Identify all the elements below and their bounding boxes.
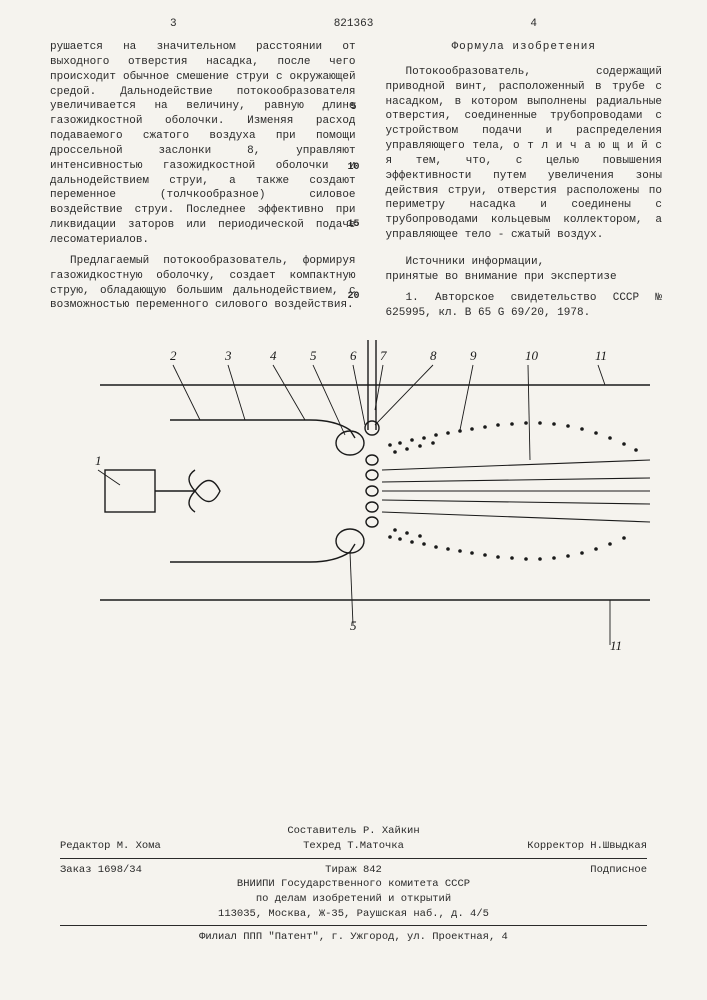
sources-title: Источники информации,принятые во внимани…	[386, 255, 662, 285]
svg-text:2: 2	[170, 348, 177, 363]
technical-figure: 1 2 3 4 5 6 7 8 9 10 11 5 11	[50, 330, 660, 680]
page-number-left: 3	[170, 18, 177, 30]
svg-text:11: 11	[610, 638, 622, 653]
svg-text:3: 3	[224, 348, 232, 363]
svg-text:1: 1	[95, 453, 102, 468]
left-column: рушается на значительном расстоянии от в…	[50, 40, 356, 326]
source-reference-1: 1. Авторское свидетельство СССР № 625995…	[386, 291, 662, 321]
svg-text:9: 9	[470, 348, 477, 363]
tirazh: Тираж 842	[256, 863, 452, 878]
editor: Редактор М. Хома	[60, 839, 256, 854]
left-paragraph-1: рушается на значительном расстоянии от в…	[50, 40, 356, 248]
order-number: Заказ 1698/34	[60, 863, 256, 878]
editorial-line: Редактор М. Хома Техред Т.Маточка Коррек…	[60, 839, 647, 854]
compiler-line: Составитель Р. Хайкин	[60, 824, 647, 839]
subscription: Подписное	[451, 863, 647, 878]
imprint-footer: Составитель Р. Хайкин Редактор М. Хома Т…	[60, 824, 647, 945]
left-paragraph-2: Предлагаемый потокообразователь, формиру…	[50, 254, 356, 313]
org-line-1: ВНИИПИ Государственного комитета СССР	[60, 877, 647, 892]
footer-rule-2	[60, 925, 647, 926]
svg-text:10: 10	[525, 348, 539, 363]
svg-text:4: 4	[270, 348, 277, 363]
order-line: Заказ 1698/34 Тираж 842 Подписное	[60, 863, 647, 878]
svg-text:5: 5	[310, 348, 317, 363]
text-columns: рушается на значительном расстоянии от в…	[50, 40, 662, 326]
svg-text:11: 11	[595, 348, 607, 363]
svg-text:7: 7	[380, 348, 387, 363]
claim-text: Потокообразователь, содержащий приводной…	[386, 65, 662, 243]
org-address: 113035, Москва, Ж-35, Раушская наб., д. …	[60, 907, 647, 922]
branch-line: Филиал ППП "Патент", г. Ужгород, ул. Про…	[60, 930, 647, 945]
svg-text:6: 6	[350, 348, 357, 363]
techred: Техред Т.Маточка	[256, 839, 452, 854]
svg-text:8: 8	[430, 348, 437, 363]
org-line-2: по делам изобретений и открытий	[60, 892, 647, 907]
svg-text:5: 5	[350, 618, 357, 633]
document-number: 821363	[334, 18, 374, 30]
corrector: Корректор Н.Швыдкая	[451, 839, 647, 854]
footer-rule-1	[60, 858, 647, 859]
page-number-right: 4	[530, 18, 537, 30]
right-column: Формула изобретения Потокообразователь, …	[386, 40, 662, 326]
formula-title: Формула изобретения	[386, 40, 662, 55]
